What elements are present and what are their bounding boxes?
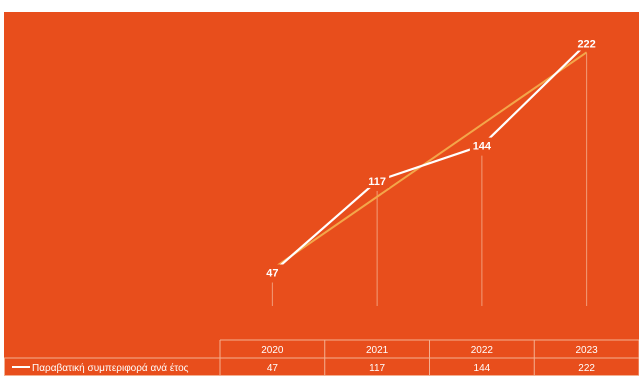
data-label-bg-2022 <box>469 137 494 153</box>
data-label-bg-2021 <box>365 172 390 188</box>
table-header-2023: 2023 <box>576 345 599 356</box>
data-label-bg-2020 <box>260 264 285 280</box>
line-chart: 47 117 144 222 2020 47 2021 117 2022 144 2023 222 Πα… <box>4 35 639 376</box>
data-label-2020: 47 <box>266 268 278 280</box>
table-value-2022: 144 <box>474 363 491 374</box>
trendline <box>271 51 588 270</box>
table-value-2020: 47 <box>267 363 279 374</box>
chart-panel: 47 117 144 222 2020 47 2021 117 2022 144 2023 222 Πα… <box>4 12 639 376</box>
table-header-2022: 2022 <box>471 345 494 356</box>
table-header-2021: 2021 <box>366 345 389 356</box>
data-label-2023: 222 <box>577 39 595 51</box>
data-label-2022: 144 <box>473 141 492 153</box>
table-value-2021: 117 <box>369 363 385 374</box>
table-header-2020: 2020 <box>261 345 284 356</box>
data-label-bg-2023 <box>574 35 599 51</box>
legend-label: Παραβατική συμπεριφορά ανά έτος <box>32 362 189 374</box>
table-value-2023: 222 <box>578 363 595 374</box>
data-label-2021: 117 <box>368 176 386 188</box>
series-line <box>271 42 588 274</box>
